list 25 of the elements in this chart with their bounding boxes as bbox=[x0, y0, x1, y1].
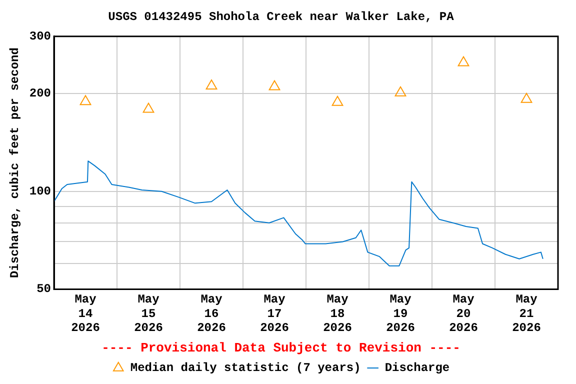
x-tick-label: May 14 2026 bbox=[71, 292, 100, 336]
x-tick-label: May 15 2026 bbox=[134, 292, 163, 336]
x-tick-label: May 19 2026 bbox=[386, 292, 415, 336]
y-tick-label: 50 bbox=[36, 282, 52, 296]
legend-label: Median daily statistic (7 years) bbox=[130, 361, 361, 376]
x-tick-label: May 20 2026 bbox=[449, 292, 478, 336]
x-tick-label: May 21 2026 bbox=[512, 292, 541, 336]
x-tick-label: May 18 2026 bbox=[323, 292, 352, 336]
y-tick-label: 200 bbox=[29, 86, 52, 101]
legend-label: Discharge bbox=[384, 361, 450, 376]
point bbox=[394, 86, 406, 96]
x-tick-label: May 16 2026 bbox=[197, 292, 226, 336]
text: ---- Provisional Data Subject to Revision ---- bbox=[102, 340, 460, 356]
x-tick-label: May 17 2026 bbox=[260, 292, 289, 336]
point bbox=[458, 56, 470, 66]
point bbox=[332, 96, 344, 106]
point bbox=[206, 80, 218, 90]
y-tick-label: 300 bbox=[29, 29, 52, 44]
y-axis-title: Discharge, cubic feet per second bbox=[8, 48, 22, 278]
point bbox=[520, 92, 532, 103]
chart-title: USGS 01432495 Shohola Creek near Walker Lake, PA bbox=[108, 10, 455, 24]
point bbox=[268, 80, 280, 90]
point bbox=[142, 102, 154, 113]
y-tick-label: 100 bbox=[29, 184, 52, 198]
point bbox=[80, 95, 92, 106]
